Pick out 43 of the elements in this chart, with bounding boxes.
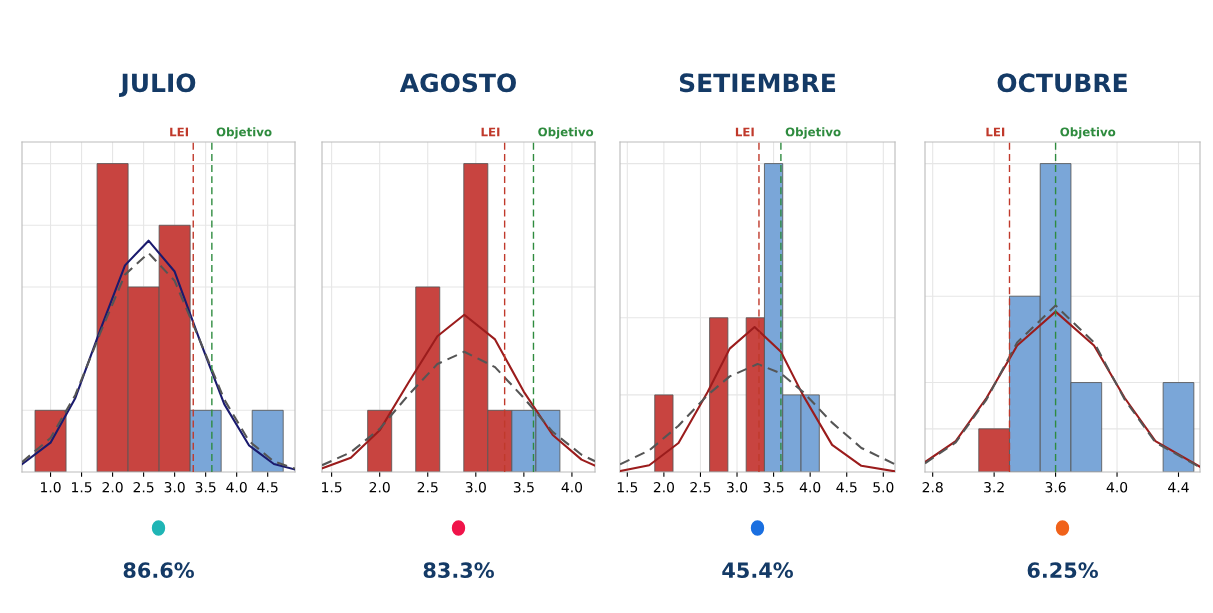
ref-line-label: LEI [735,127,754,137]
chart-title: JULIO [119,73,196,97]
text: 83.3% [423,562,494,579]
text: 45.4% [722,562,793,579]
x-tick-label: 4.0 [561,481,583,493]
x-tick-label: 3.5 [513,481,534,493]
ref-line-label: Objetivo [785,127,841,139]
x-tick-label: 2.5 [133,481,154,493]
ref-line-label: Objetivo [216,127,272,139]
x-tick-label: 2.0 [102,481,123,493]
ref-line-label: Objetivo [538,127,594,139]
x-tick-label: 3.2 [984,481,1004,493]
ref-line-label: Objetivo [1060,127,1116,139]
x-tick-label: 4.5 [257,482,278,493]
x-tick-label: 3.5 [195,481,216,493]
x-tick-label: 2.0 [369,481,390,493]
x-tick-label: 3.0 [727,481,748,493]
x-tick-label: 5.0 [873,481,894,493]
chart-title: SETIEMBRE [679,73,836,93]
ref-line-label: LEI [170,127,188,137]
chart-title: OCTUBRE [997,73,1127,93]
x-tick-label: 3.6 [1045,481,1066,493]
x-tick-label: 1.0 [41,481,61,493]
text: 86.6% [123,562,194,579]
x-tick-label: 4.0 [226,481,247,493]
x-tick-label: 3.0 [164,481,185,493]
x-tick-label: 1.5 [72,482,92,493]
chart-title: AGOSTO [399,73,516,93]
x-tick-label: 2.5 [417,481,438,493]
ref-line-label: LEI [986,127,1005,137]
ref-line-label: LEI [481,127,500,137]
x-tick-label: 1.5 [617,482,638,493]
x-tick-label: 2.8 [922,481,943,493]
x-tick-label: 4.5 [836,482,857,493]
text: 6.25% [1027,562,1098,579]
x-tick-label: 3.0 [465,481,486,493]
x-tick-label: 4.0 [799,481,821,493]
x-tick-label: 1.5 [322,482,342,493]
x-tick-label: 2.0 [653,481,675,493]
x-tick-label: 4.4 [1168,482,1189,493]
x-tick-label: 4.0 [1106,481,1128,493]
x-tick-label: 3.5 [763,481,784,493]
x-tick-label: 2.5 [690,481,711,493]
